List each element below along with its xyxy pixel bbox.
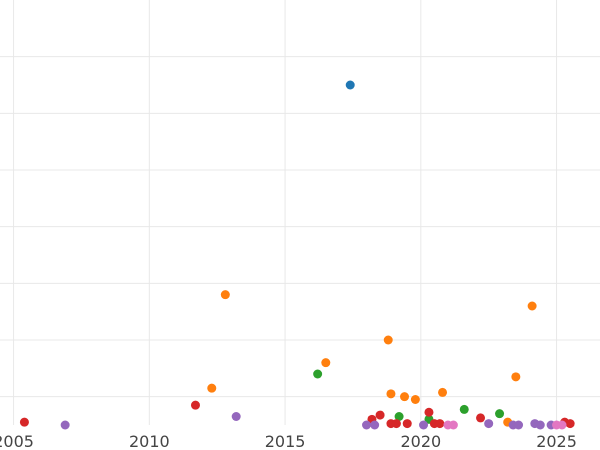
scatter-point-red [435, 419, 445, 429]
scatter-point-red [402, 419, 412, 429]
scatter-point-orange [321, 358, 331, 368]
scatter-point-orange [400, 392, 410, 402]
scatter-point-orange [511, 372, 521, 382]
scatter-point-green [495, 409, 505, 419]
scatter-point-purple [362, 420, 372, 430]
scatter-point-red [476, 413, 486, 423]
scatter-point-orange [220, 290, 230, 300]
scatter-point-blue [345, 80, 355, 90]
x-tick-labels: 2005 2010 2015 2020 2025 [0, 432, 577, 450]
scatter-point-red [424, 407, 434, 417]
scatter-point-red [565, 419, 575, 429]
x-tick-label: 2005 [0, 432, 34, 450]
scatter-point-green [313, 369, 323, 379]
scatter-point-red [19, 417, 29, 427]
x-tick-label: 2025 [536, 432, 577, 450]
scatter-point-pink [448, 420, 458, 430]
scatter-point-purple [514, 420, 524, 430]
scatter-point-purple [231, 412, 241, 421]
x-tick-label: 2010 [129, 432, 170, 450]
x-tick-label: 2020 [400, 432, 441, 450]
x-tick-label: 2015 [265, 432, 306, 450]
scatter-point-purple [484, 419, 494, 429]
scatter-point-purple [535, 420, 545, 430]
vertical-gridlines [13, 0, 558, 425]
scatter-point-orange [438, 387, 448, 397]
data-points [19, 80, 575, 430]
scatter-point-green [459, 404, 469, 414]
horizontal-gridlines [0, 56, 600, 398]
scatter-point-purple [419, 420, 429, 430]
scatter-point-orange [386, 389, 396, 399]
scatter-point-pink [557, 420, 567, 430]
scatter-point-green [394, 412, 404, 421]
scatter-point-red [375, 410, 385, 420]
scatter-point-orange [527, 301, 537, 311]
scatter-point-orange [410, 395, 420, 404]
scatter-point-red [391, 419, 401, 429]
scatter-point-red [190, 400, 200, 410]
scatter-point-orange [383, 335, 393, 345]
scatter-point-orange [207, 383, 217, 393]
scatter-point-purple [60, 420, 70, 430]
scatter-point-purple [370, 420, 380, 430]
